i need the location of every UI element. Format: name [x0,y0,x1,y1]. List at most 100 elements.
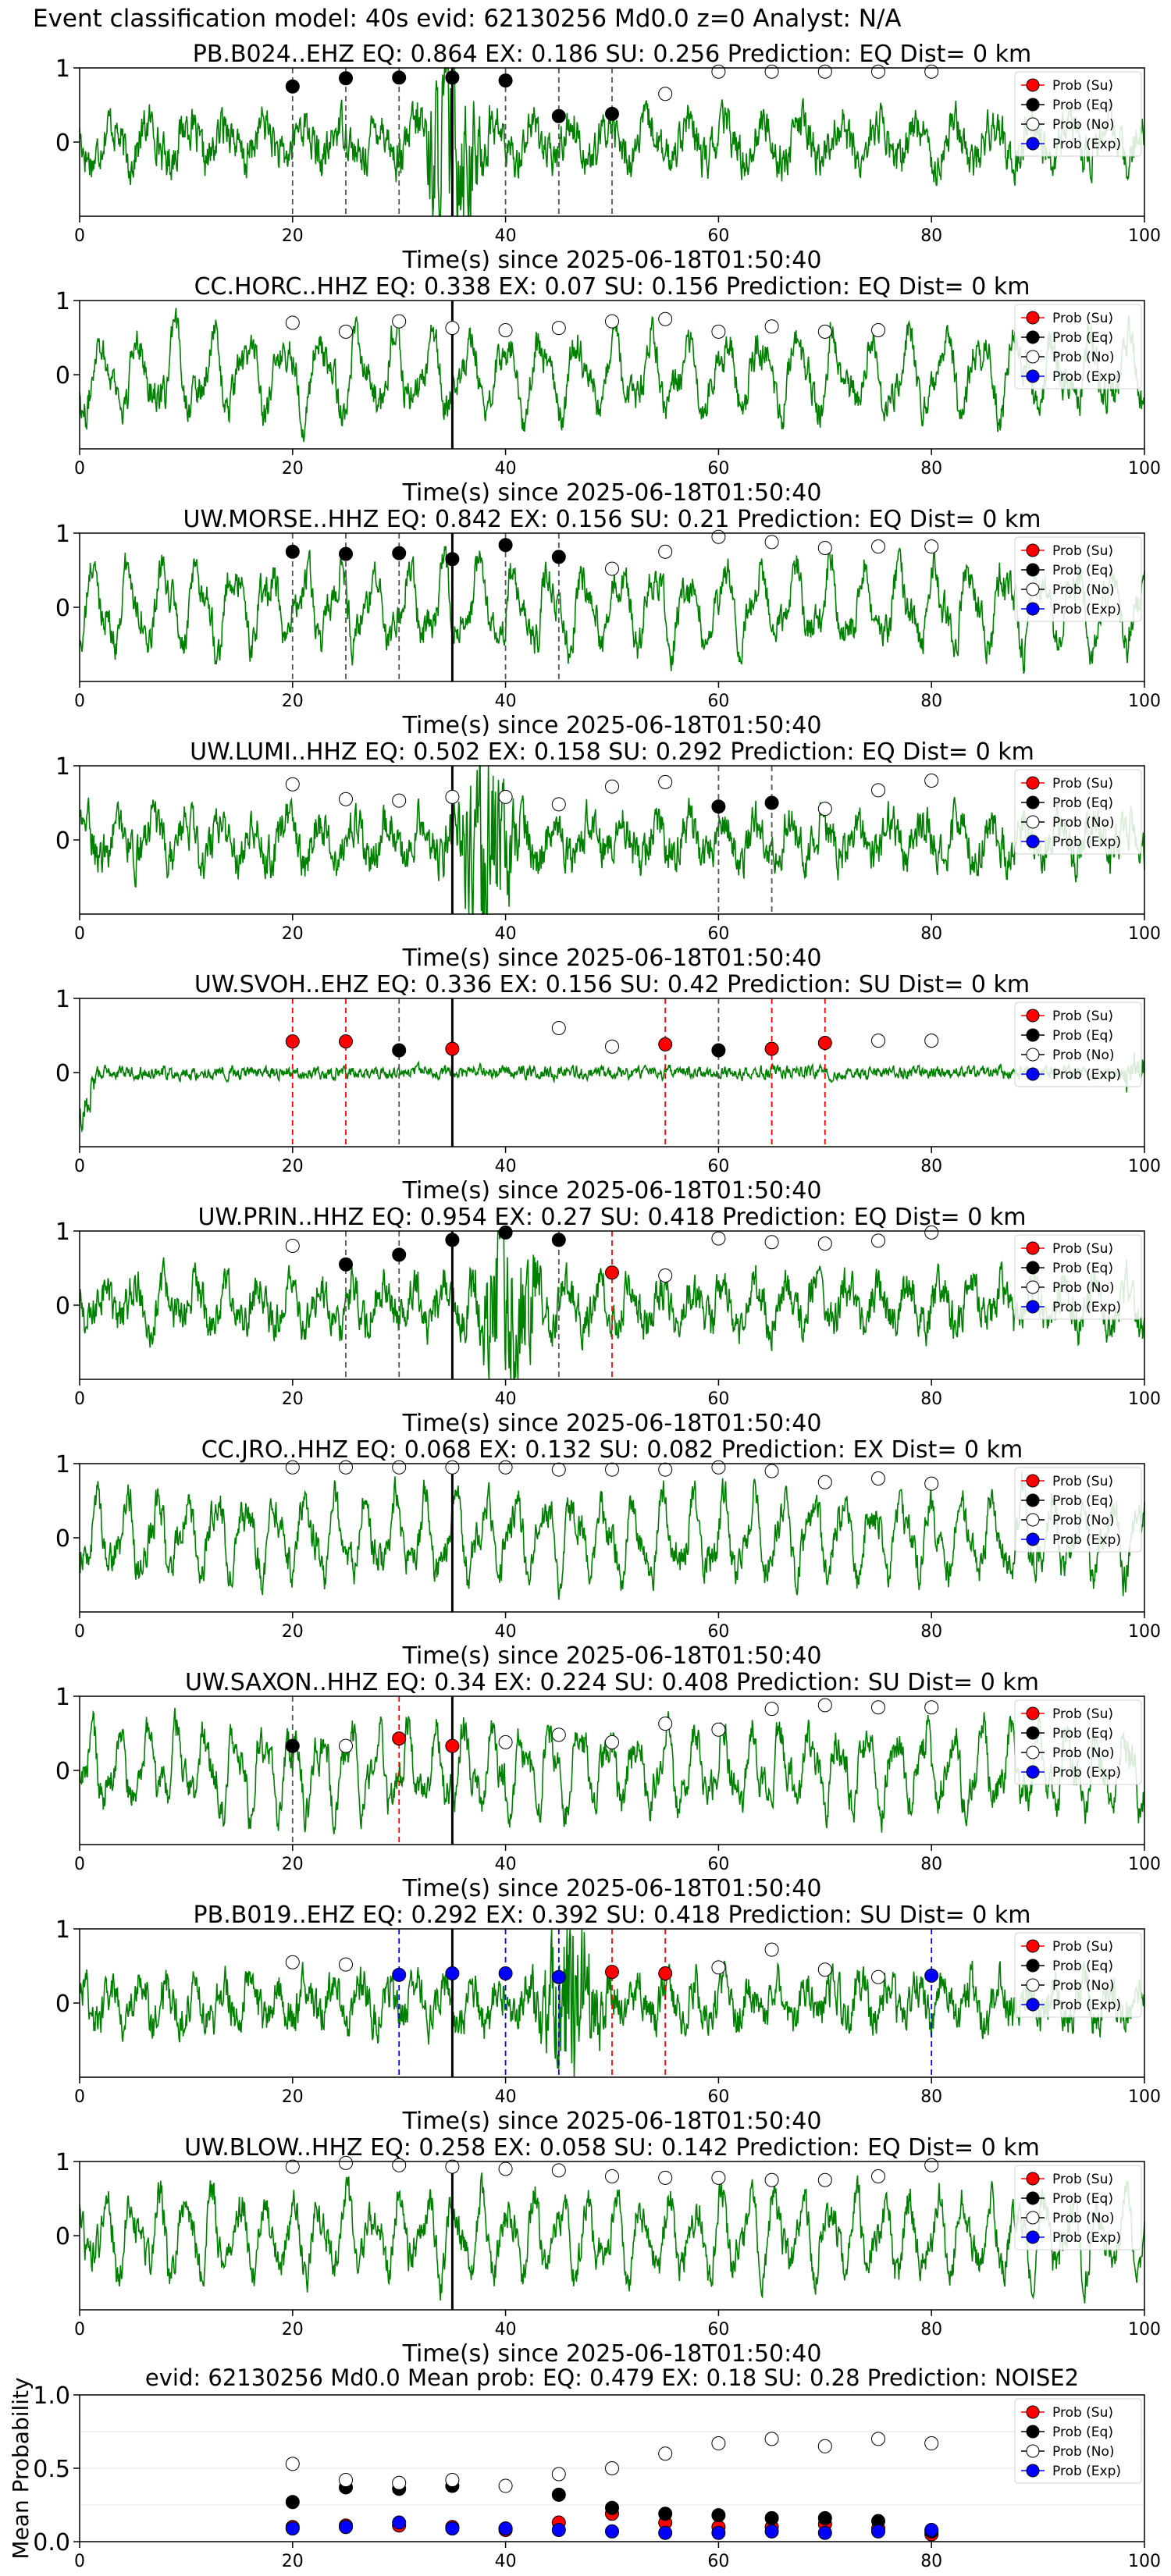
legend-label-no: Prob (No) [1052,117,1115,133]
mean-prob-point-exp [817,2525,832,2540]
prob-point-eq [551,109,566,123]
legend-marker-eq [1026,1261,1040,1275]
prob-point-no [871,2169,885,2183]
x-axis-label: Time(s) since 2025-06-18T01:50:40 [402,1177,822,1204]
y-tick-label: 1 [55,753,70,781]
legend-marker-su [1026,543,1040,557]
legend-marker-exp [1026,1532,1040,1546]
legend-label-no: Prob (No) [1052,1048,1115,1063]
x-tick-label: 60 [707,1389,729,1409]
mean-prob-point-no [605,2461,619,2475]
x-tick-label: 80 [920,2087,942,2107]
x-tick-label: 40 [495,2320,517,2339]
x-tick-label: 20 [282,226,304,246]
x-tick-label: 60 [707,2552,729,2571]
y-tick-label: 0.0 [33,2529,70,2556]
prob-point-no [924,1225,939,1240]
prob-point-no [711,1231,726,1246]
panel-title: UW.MORSE..HHZ EQ: 0.842 EX: 0.156 SU: 0.… [183,506,1041,533]
prob-point-eq [392,546,407,560]
y-tick-label: 0.5 [33,2456,70,2483]
prob-point-no [339,2155,353,2170]
x-tick-label: 40 [495,924,517,944]
x-tick-label: 40 [495,1622,517,1642]
panel-0: PB.B024..EHZ EQ: 0.864 EX: 0.186 SU: 0.2… [55,41,1161,274]
prob-point-no [764,64,779,79]
prob-point-no [551,1462,566,1477]
prob-point-su [392,1731,407,1746]
prob-point-no [445,2159,460,2174]
legend-marker-exp [1026,1998,1040,2012]
legend-marker-no [1026,117,1040,131]
prob-point-no [498,789,513,804]
legend-marker-eq [1026,1493,1040,1507]
x-tick-label: 80 [920,2320,942,2339]
prob-point-no [285,1955,300,1969]
prob-point-no [339,1957,353,1972]
prob-point-su [764,1041,779,1056]
prob-point-no [551,2163,566,2178]
legend-label-no: Prob (No) [1052,1978,1115,1994]
x-tick-label: 80 [920,692,942,711]
legend-label-su: Prob (Su) [1052,543,1113,559]
mean-prob-point-eq [605,2500,619,2515]
legend-marker-su [1026,1009,1040,1023]
y-tick-label: 0 [55,362,70,390]
prob-point-no [285,2159,300,2174]
prob-point-exp [392,1967,407,1982]
x-axis-label: Time(s) since 2025-06-18T01:50:40 [402,1410,822,1437]
waveform-trace [79,1707,1145,1834]
prob-point-exp [551,1969,566,1984]
legend-label-su: Prob (Su) [1052,1474,1113,1489]
legend-label-exp: Prob (Exp) [1052,369,1121,385]
legend-marker-su [1026,2172,1040,2186]
x-tick-label: 20 [282,459,304,479]
prob-point-no [711,64,726,79]
panel-title: PB.B019..EHZ EQ: 0.292 EX: 0.392 SU: 0.4… [194,1902,1031,1929]
prob-point-eq [764,795,779,810]
legend-box [1014,536,1142,622]
x-tick-label: 60 [707,226,729,246]
prob-point-no [285,315,300,330]
legend-label-eq: Prob (Eq) [1052,1028,1113,1044]
mean-prob-point-exp [285,2521,300,2536]
legend-marker-exp [1026,137,1040,151]
y-tick-label: 1 [55,1916,70,1944]
legend-marker-exp [1026,1300,1040,1314]
legend-marker-eq [1026,2191,1040,2205]
prob-point-eq [445,552,460,567]
panel-title: CC.HORC..HHZ EQ: 0.338 EX: 0.07 SU: 0.15… [194,273,1030,301]
panel-8: PB.B019..EHZ EQ: 0.292 EX: 0.392 SU: 0.4… [55,1902,1161,2135]
legend-marker-eq [1026,330,1040,344]
y-tick-label: 1 [55,1219,70,1246]
prob-point-no [817,2172,832,2187]
legend-label-no: Prob (No) [1052,1280,1115,1296]
x-tick-label: 60 [707,2320,729,2339]
x-axis-label: Time(s) since 2025-06-18T01:50:40 [402,2108,822,2135]
prob-point-no [871,1700,885,1715]
x-tick-label: 60 [707,1157,729,1176]
panel-4: UW.SVOH..EHZ EQ: 0.336 EX: 0.156 SU: 0.4… [55,971,1161,1204]
waveform-trace [79,765,1145,915]
y-tick-label: 0 [55,2223,70,2250]
prob-point-su [658,1966,673,1980]
prob-point-eq [339,71,353,86]
prob-point-no [764,1464,779,1478]
x-tick-label: 20 [282,2087,304,2107]
legend-label-su: Prob (Su) [1052,1009,1113,1024]
prob-point-no [339,1460,353,1475]
legend-label-eq: Prob (Eq) [1052,2425,1113,2440]
legend-label-no: Prob (No) [1052,582,1115,598]
prob-point-no [339,792,353,806]
prob-point-no [764,1702,779,1717]
legend-marker-no [1026,582,1040,596]
prob-point-su [445,1738,460,1753]
prob-point-eq [551,1233,566,1247]
y-axis-label: Mean Probability [8,2377,34,2559]
mean-prob-point-exp [658,2525,673,2540]
mean-prob-point-no [764,2432,779,2446]
panel-2: UW.MORSE..HHZ EQ: 0.842 EX: 0.156 SU: 0.… [55,506,1161,739]
y-tick-label: 1 [55,1684,70,1711]
x-axis-label: Time(s) since 2025-06-18T01:50:40 [402,2340,822,2368]
x-tick-label: 100 [1128,924,1161,944]
